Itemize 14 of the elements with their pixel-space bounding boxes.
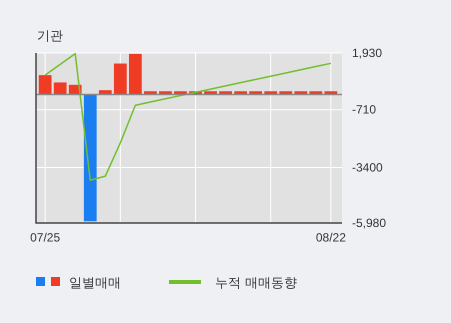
x-tick-label: 08/22 [316, 230, 346, 245]
y-tick-label: -3400 [352, 160, 384, 174]
bar [84, 94, 97, 222]
legend-label: 일별매매 [69, 276, 121, 291]
bar [114, 64, 127, 94]
bar [38, 75, 52, 94]
legend-label: 누적 매매동향 [215, 276, 298, 291]
y-tick-label: 1,930 [352, 46, 382, 60]
line-series [44, 52, 332, 181]
y-tick-label: -5,980 [352, 216, 386, 230]
chart-title: 기관 [37, 29, 63, 44]
bar [128, 54, 142, 94]
x-tick-label: 07/25 [30, 230, 60, 245]
y-tick-label: -710 [352, 102, 376, 117]
